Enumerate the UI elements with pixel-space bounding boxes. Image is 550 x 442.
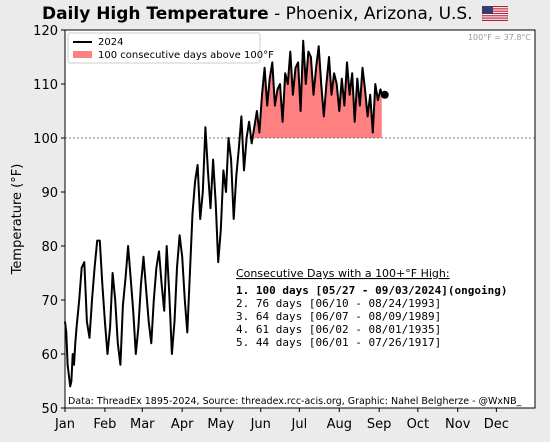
x-tick-label-jan: Jan — [54, 417, 75, 432]
y-tick-label: 80 — [41, 240, 58, 255]
annotation-box: Consecutive Days with a 100+°F High: 1. … — [236, 267, 508, 349]
x-tick-label-may: May — [207, 417, 234, 432]
y-tick-label: 90 — [41, 186, 58, 201]
x-tick-label-aug: Aug — [327, 417, 352, 432]
annotation-item-2: 2. 76 days [06/10 - 08/24/1993] — [236, 297, 441, 310]
annotation-item-3: 3. 64 days [06/07 - 08/09/1989] — [236, 310, 441, 323]
x-tick-label-feb: Feb — [93, 417, 116, 432]
y-tick-label: 100 — [33, 132, 58, 147]
annotation-item-4: 4. 61 days [06/02 - 08/01/1935] — [236, 323, 441, 336]
last-data-point — [380, 90, 389, 99]
legend-box — [67, 32, 261, 64]
source-background — [66, 394, 534, 407]
x-tick-label-jul: Jul — [291, 417, 308, 432]
x-tick-label-oct: Oct — [407, 417, 429, 432]
legend: 2024 100 consecutive days above 100°F — [67, 32, 274, 64]
annotation-item-1: 1. 100 days [05/27 - 09/03/2024](ongoing… — [236, 284, 508, 297]
annotation-heading: Consecutive Days with a 100+°F High: — [236, 267, 450, 280]
conversion-note: 100°F = 37.8°C — [468, 33, 531, 42]
source-credit: Data: ThreadEx 1895-2024, Source: thread… — [68, 396, 522, 407]
x-tick-label-apr: Apr — [171, 417, 194, 432]
x-tick-label-jun: Jun — [250, 417, 271, 432]
legend-fill-swatch — [73, 51, 92, 58]
x-tick-label-sep: Sep — [367, 417, 392, 432]
y-tick-label: 50 — [41, 402, 58, 417]
y-axis-label: Temperature (°F) — [10, 164, 25, 276]
x-tick-label-mar: Mar — [130, 417, 155, 432]
legend-series-label: 2024 — [98, 37, 123, 48]
x-tick-label-dec: Dec — [484, 417, 509, 432]
consecutive-days-fill — [254, 40, 382, 138]
y-tick-label: 120 — [33, 24, 58, 39]
legend-fill-label: 100 consecutive days above 100°F — [98, 50, 274, 61]
y-tick-label: 110 — [33, 78, 58, 93]
us-flag-icon — [482, 6, 509, 21]
y-tick-label: 60 — [41, 348, 58, 363]
chart-title-main: Daily High Temperature — [41, 4, 269, 24]
y-tick-label: 70 — [41, 294, 58, 309]
chart-title-location: - Phoenix, Arizona, U.S. — [268, 4, 473, 24]
chart-title: Daily High Temperature - Phoenix, Arizon… — [0, 4, 550, 24]
series-line-2024 — [64, 39, 383, 388]
annotation-item-5: 5. 44 days [06/01 - 07/26/1917] — [236, 336, 441, 349]
x-tick-label-nov: Nov — [445, 417, 471, 432]
